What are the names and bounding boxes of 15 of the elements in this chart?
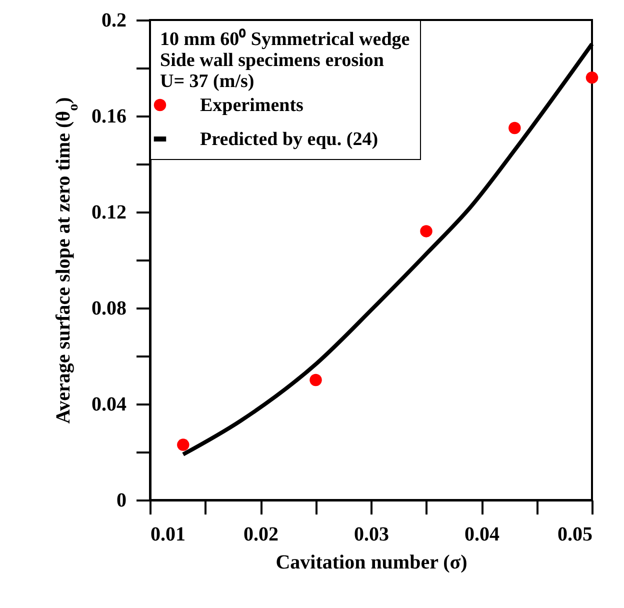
x-tick-label: 0.05 bbox=[558, 524, 592, 546]
y-tick-label: 0.16 bbox=[92, 106, 126, 128]
y-tick-label: 0 bbox=[116, 490, 126, 512]
y-tick-label: 0.04 bbox=[92, 394, 126, 416]
x-tick-label: 0.02 bbox=[244, 524, 278, 546]
x-axis-title: Cavitation number (σ) bbox=[276, 552, 468, 574]
y-tick-label: 0.08 bbox=[92, 298, 126, 320]
legend-title: 10 mm 60⁰ Symmetrical wedge Side wall specimens erosion U= 37 (m/s) bbox=[160, 28, 410, 92]
x-tick-label: 0.01 bbox=[150, 524, 186, 546]
x-tick-label: 0.04 bbox=[464, 524, 500, 546]
x-tick-label: 0.03 bbox=[354, 524, 389, 546]
y-tick-label: 0.2 bbox=[102, 10, 126, 32]
legend-label: Experiments bbox=[200, 95, 304, 116]
legend-label: Predicted by equ. (24) bbox=[200, 129, 378, 150]
y-tick-label: 0.12 bbox=[92, 202, 126, 224]
